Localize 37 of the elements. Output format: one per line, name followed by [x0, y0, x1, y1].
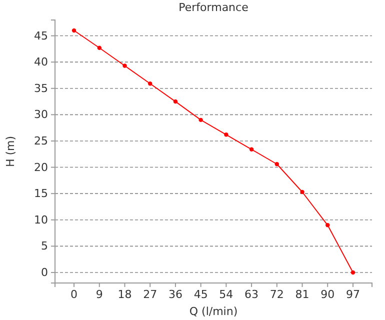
point [300, 190, 304, 194]
point [148, 82, 152, 86]
x-tick-label: 18 [118, 288, 132, 301]
x-tick-label: 0 [70, 288, 78, 301]
x-tick-label: 72 [270, 288, 284, 301]
chart-title: Performance [178, 1, 249, 14]
x-tick-label: 27 [143, 288, 158, 301]
y-tick-label: 5 [41, 240, 48, 253]
point [274, 162, 280, 166]
point [97, 46, 102, 50]
y-tick-label: 20 [34, 160, 48, 174]
x-tick-label: 45 [194, 288, 208, 301]
y-tick-label: 45 [34, 29, 48, 42]
x-tick-label: 36 [168, 288, 182, 301]
x-tick-label: 54 [219, 288, 234, 301]
y-tick-label: 35 [34, 82, 48, 95]
y-tick-label: 30 [34, 108, 48, 122]
point [350, 270, 356, 275]
y-tick-label: 25 [34, 134, 48, 148]
y-tick-label: 0 [41, 266, 48, 279]
point [173, 99, 178, 104]
y-tick-label: 15 [34, 187, 48, 200]
x-tick-label: 81 [295, 288, 310, 301]
y-axis-title: H (m) [4, 136, 17, 168]
x-tick-label: 90 [320, 288, 335, 301]
point [72, 28, 76, 33]
point [122, 64, 127, 68]
x-axis-title: Q (l/min) [189, 305, 238, 318]
x-tick-label: 63 [244, 288, 259, 301]
point [249, 147, 254, 152]
x-tick-label: 9 [96, 288, 103, 301]
point [198, 118, 203, 122]
point [224, 132, 228, 137]
y-tick-label: 10 [34, 213, 48, 226]
x-tick-label: 97 [346, 288, 360, 301]
y-tick-label: 40 [34, 56, 48, 69]
point [326, 223, 330, 228]
